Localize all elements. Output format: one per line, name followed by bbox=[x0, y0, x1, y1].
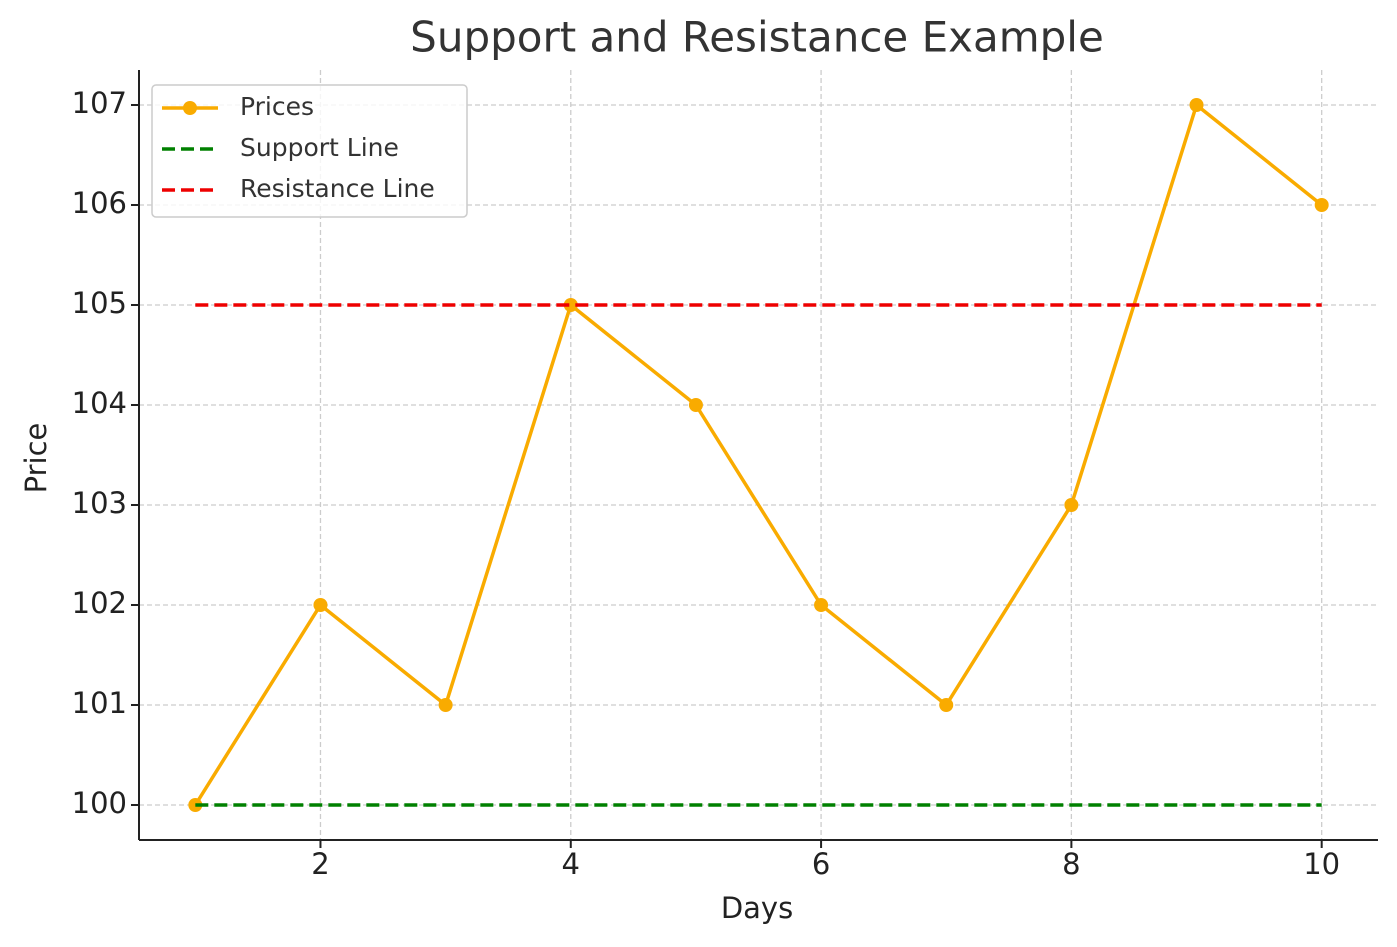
legend-label: Support Line bbox=[240, 133, 399, 162]
y-tick-label: 104 bbox=[72, 386, 127, 420]
y-tick-label: 102 bbox=[72, 586, 127, 620]
x-tick-label: 8 bbox=[1062, 847, 1080, 881]
y-tick-label: 101 bbox=[72, 686, 127, 720]
data-point bbox=[939, 698, 954, 712]
data-point bbox=[1314, 198, 1329, 212]
chart-title: Support and Resistance Example bbox=[410, 13, 1104, 62]
data-point bbox=[814, 598, 829, 612]
legend-marker bbox=[183, 101, 197, 115]
legend-label: Resistance Line bbox=[240, 174, 435, 203]
y-tick-label: 107 bbox=[72, 86, 127, 120]
data-point bbox=[313, 598, 328, 612]
y-axis-label: Price bbox=[19, 423, 53, 494]
y-tick-label: 106 bbox=[72, 186, 127, 220]
y-tick-label: 103 bbox=[72, 486, 127, 520]
x-tick-label: 6 bbox=[812, 847, 830, 881]
x-tick-label: 4 bbox=[562, 847, 580, 881]
legend-label: Prices bbox=[240, 92, 314, 121]
x-axis-label: Days bbox=[721, 891, 793, 925]
data-point bbox=[438, 698, 453, 712]
data-point bbox=[1064, 498, 1079, 512]
y-tick-label: 100 bbox=[72, 786, 127, 820]
legend-box bbox=[151, 84, 468, 218]
data-point bbox=[563, 298, 578, 312]
data-point bbox=[688, 398, 703, 412]
data-point bbox=[1189, 98, 1204, 112]
x-tick-label: 10 bbox=[1303, 847, 1340, 881]
x-tick-label: 2 bbox=[311, 847, 329, 881]
y-tick-label: 105 bbox=[72, 286, 127, 320]
